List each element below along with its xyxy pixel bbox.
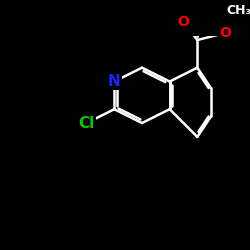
Text: CH₃: CH₃: [226, 4, 250, 17]
Text: O: O: [219, 26, 231, 40]
Text: O: O: [178, 14, 190, 28]
Text: N: N: [108, 74, 121, 89]
Text: Cl: Cl: [78, 116, 95, 130]
